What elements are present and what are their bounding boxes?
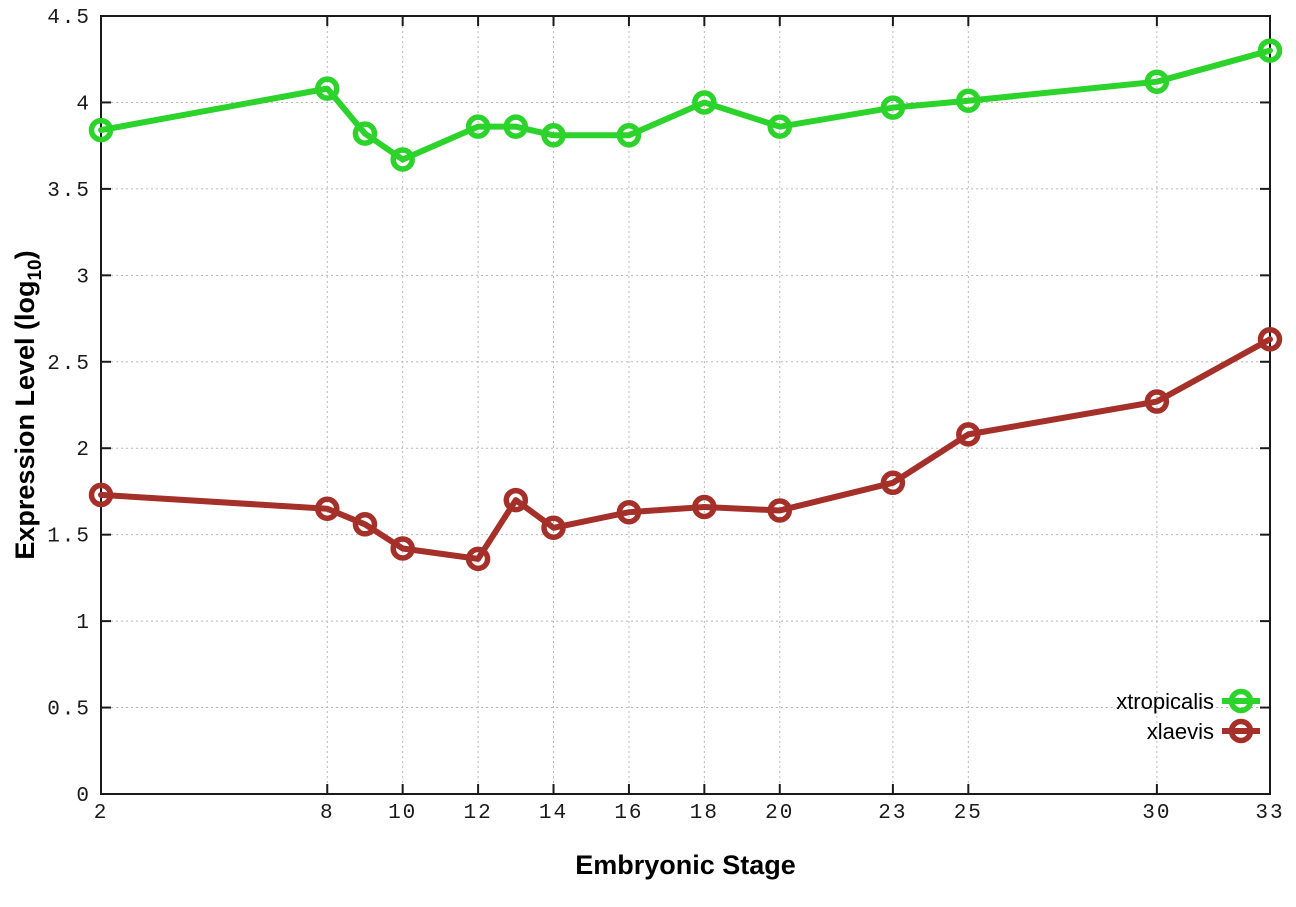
legend-item-xlaevis: xlaevis — [1147, 718, 1260, 744]
data-point-xlaevis — [692, 494, 717, 520]
y-tick-label: 2 — [76, 439, 91, 462]
legend-sample-marker-xtropicalis — [1228, 688, 1254, 714]
series-xlaevis — [88, 327, 1283, 572]
data-point-xlaevis — [390, 536, 415, 561]
data-point-xlaevis — [1257, 327, 1283, 352]
x-tick-label: 20 — [765, 802, 794, 825]
y-tick-label: 4.5 — [47, 7, 91, 30]
data-point-xtropicalis — [390, 147, 415, 172]
data-point-xlaevis — [503, 487, 529, 513]
x-tick-label: 23 — [878, 802, 907, 825]
data-point-xtropicalis — [541, 123, 566, 148]
data-point-xtropicalis — [692, 90, 717, 115]
data-point-xtropicalis — [503, 114, 529, 139]
y-tick-label: 3.5 — [47, 180, 91, 203]
tick-marks — [100, 15, 1271, 795]
data-point-xtropicalis — [1144, 69, 1170, 94]
data-point-xlaevis — [465, 546, 491, 572]
data-point-xtropicalis — [616, 123, 642, 148]
legend-item-xtropicalis: xtropicalis — [1116, 688, 1260, 714]
y-tick-label: 1 — [76, 612, 91, 635]
legend-label-xlaevis: xlaevis — [1147, 719, 1214, 744]
data-point-xlaevis — [1144, 389, 1170, 414]
data-point-xtropicalis — [315, 76, 340, 101]
data-point-xlaevis — [541, 515, 566, 541]
data-point-xtropicalis — [88, 117, 114, 143]
y-tick-label: 1.5 — [47, 526, 91, 549]
data-point-xlaevis — [880, 470, 906, 496]
y-axis-title: Expression Level (log10) — [10, 250, 46, 559]
y-tick-label: 0.5 — [47, 699, 91, 722]
x-axis-title: Embryonic Stage — [575, 850, 796, 880]
data-point-xlaevis — [315, 496, 340, 521]
y-tick-label: 4 — [76, 93, 91, 116]
legend-sample-marker-xlaevis — [1228, 718, 1254, 744]
x-tick-label: 14 — [539, 802, 568, 825]
data-point-xlaevis — [767, 498, 793, 523]
y-tick-label: 3 — [76, 266, 91, 289]
data-point-xtropicalis — [465, 114, 491, 139]
x-tick-label: 33 — [1255, 802, 1284, 825]
data-point-xlaevis — [88, 482, 114, 508]
data-point-xtropicalis — [352, 121, 378, 146]
data-point-xtropicalis — [767, 114, 793, 139]
data-point-xlaevis — [616, 499, 642, 525]
x-tick-label: 8 — [320, 802, 335, 825]
data-point-xlaevis — [352, 512, 378, 537]
data-point-xtropicalis — [956, 88, 981, 113]
y-tick-label: 2.5 — [47, 353, 91, 376]
x-tick-label: 25 — [954, 802, 983, 825]
series-xtropicalis — [88, 38, 1283, 172]
x-tick-label: 12 — [463, 802, 492, 825]
legend: xtropicalis xlaevis — [1116, 688, 1260, 744]
legend-label-xtropicalis: xtropicalis — [1116, 689, 1214, 714]
data-point-xtropicalis — [1257, 38, 1283, 63]
data-point-xlaevis — [956, 422, 981, 447]
x-tick-labels: 2 8 10 12 14 16 18 20 23 25 30 33 — [94, 802, 1284, 825]
x-tick-label: 18 — [690, 802, 719, 825]
plot-border — [100, 15, 1271, 795]
x-tick-label: 16 — [614, 802, 643, 825]
y-tick-label: 0 — [76, 785, 91, 808]
y-tick-labels: 0 0.5 1 1.5 2 2.5 3 3.5 4 4.5 — [47, 7, 91, 808]
x-tick-label: 10 — [388, 802, 417, 825]
x-tick-label: 30 — [1142, 802, 1171, 825]
x-tick-label: 2 — [94, 802, 109, 825]
data-point-xtropicalis — [880, 95, 906, 120]
